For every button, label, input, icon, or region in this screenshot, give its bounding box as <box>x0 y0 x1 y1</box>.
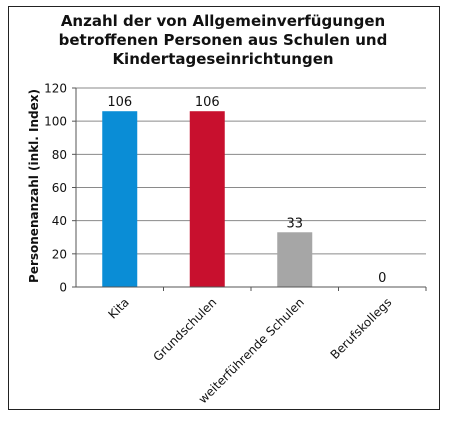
bars <box>102 111 313 287</box>
data-label: 106 <box>107 95 132 110</box>
x-tick-label: Berufskollegs <box>328 295 395 362</box>
y-tick-label: 0 <box>59 281 67 295</box>
chart-title-line-3: Kindertageseinrichtungen <box>112 50 334 68</box>
y-tick-label: 100 <box>44 115 67 129</box>
y-tick-label: 60 <box>52 181 67 195</box>
y-tick-label: 20 <box>52 247 67 261</box>
bar <box>189 111 225 287</box>
data-label: 33 <box>286 216 303 231</box>
x-tick-label: Kita <box>106 295 132 321</box>
chart-title: Anzahl der von Allgemeinverfügungen betr… <box>0 12 446 69</box>
bar <box>102 111 138 287</box>
chart-title-line-1: Anzahl der von Allgemeinverfügungen <box>60 12 386 30</box>
y-axis-label: Personenanzahl (inkl. Index) <box>27 89 41 283</box>
data-label: 106 <box>195 95 220 110</box>
y-tick-label: 40 <box>52 214 67 228</box>
x-tick-label: Grundschulen <box>150 295 219 364</box>
axes <box>72 87 427 291</box>
chart-title-line-2: betroffenen Personen aus Schulen und <box>58 31 388 49</box>
data-label: 0 <box>378 271 386 286</box>
bar <box>277 232 313 287</box>
y-tick-label: 80 <box>52 148 67 162</box>
y-tick-label: 120 <box>44 82 67 96</box>
